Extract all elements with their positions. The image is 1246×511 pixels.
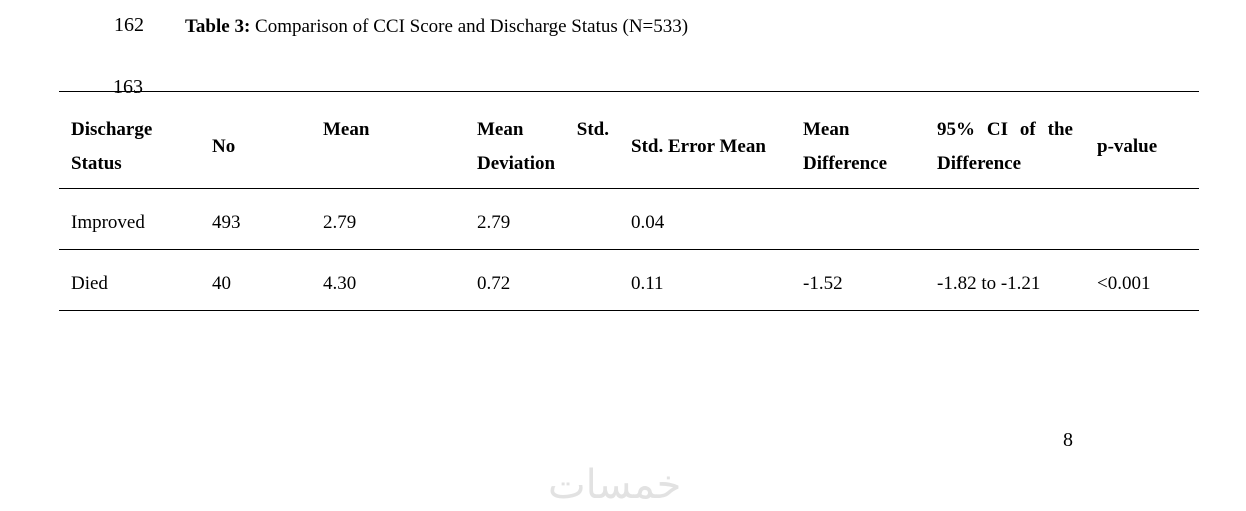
- column-header: No: [212, 136, 236, 157]
- column-header: Mean: [323, 119, 370, 140]
- table-cell: -1.82 to -1.21: [937, 273, 1041, 294]
- table-cell: <0.001: [1097, 273, 1151, 294]
- table-cell: Died: [71, 273, 108, 294]
- table-cell: 40: [212, 273, 231, 294]
- table-cell: 4.30: [323, 273, 357, 294]
- column-header: Std. Error Mean: [631, 136, 766, 157]
- table-cell: -1.52: [803, 273, 843, 294]
- table-rule: [59, 310, 1199, 311]
- table-rule: [59, 188, 1199, 189]
- table-cell: 493: [212, 212, 241, 233]
- column-header: Mean Difference: [803, 119, 888, 174]
- watermark: خمسات: [548, 462, 682, 508]
- page-number: 8: [1063, 429, 1073, 451]
- caption: Table 3: Comparison of CCI Score and Dis…: [185, 16, 688, 38]
- line-number: 162: [114, 14, 144, 36]
- caption-label: Table 3:: [185, 16, 251, 37]
- column-header: 95% CI of the Difference: [937, 119, 1073, 174]
- line-number: 163: [113, 76, 143, 98]
- column-header: p-value: [1097, 136, 1158, 157]
- table-cell: 2.79: [323, 212, 357, 233]
- table-cell: 0.04: [631, 212, 665, 233]
- table-rule: [59, 91, 1199, 92]
- column-header: Discharge Status: [71, 119, 153, 174]
- table-cell: 0.72: [477, 273, 511, 294]
- caption-text: Comparison of CCI Score and Discharge St…: [255, 16, 689, 37]
- table-rule: [59, 249, 1199, 250]
- table-cell: Improved: [71, 212, 145, 233]
- table-cell: 0.11: [631, 273, 664, 294]
- table-cell: 2.79: [477, 212, 511, 233]
- column-header: Mean Std. Deviation: [477, 119, 609, 174]
